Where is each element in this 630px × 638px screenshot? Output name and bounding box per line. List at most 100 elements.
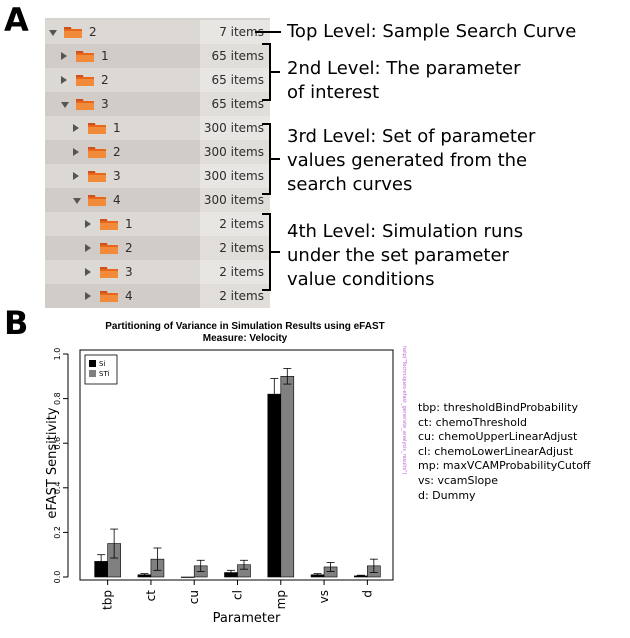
- tree-row-count: 2 items: [200, 284, 270, 308]
- x-tick-label-ct: ct: [144, 590, 158, 602]
- y-tick-label: 1.0: [53, 348, 62, 361]
- parameter-abbreviations: tbp: thresholdBindProbability ct: chemoT…: [418, 401, 591, 503]
- tree-row-label: 3: [113, 169, 121, 183]
- legend-label-si: Si: [99, 360, 105, 368]
- expander-right-icon[interactable]: [85, 268, 91, 276]
- expander-down-icon[interactable]: [61, 102, 69, 108]
- expander-right-icon[interactable]: [85, 292, 91, 300]
- bar-si-mp: [267, 393, 282, 578]
- tree-row-label: 2: [113, 145, 121, 159]
- folder-icon: [76, 99, 94, 110]
- plot-frame: [79, 349, 394, 581]
- tree-row-count: 300 items: [200, 164, 270, 188]
- legend-swatch-sti: [89, 370, 96, 377]
- abbrev-cl: cl: chemoLowerLinearAdjust: [418, 444, 574, 458]
- tree-row-count: 2 items: [200, 212, 270, 236]
- tree-row-label: 1: [113, 121, 121, 135]
- folder-icon: [64, 27, 82, 38]
- second-level-bracket: [262, 43, 280, 101]
- tree-row-count: 65 items: [200, 68, 270, 92]
- level-brackets: [255, 31, 281, 291]
- x-tick-label-tbp: tbp: [101, 590, 115, 610]
- x-tick-label-vs: vs: [317, 590, 331, 603]
- panel-label-a: A: [4, 1, 29, 39]
- y-tick-label: 0.2: [53, 526, 62, 539]
- folder-icon: [100, 291, 118, 302]
- folder-icon: [100, 267, 118, 278]
- tree-row-count: 2 items: [200, 260, 270, 284]
- expander-right-icon[interactable]: [85, 220, 91, 228]
- tree-row[interactable]: 3 65 items: [45, 92, 270, 116]
- abbrev-cu: cu: chemoUpperLinearAdjust: [418, 430, 578, 444]
- y-tick-label: 0.4: [53, 481, 62, 494]
- tree-row-count: 65 items: [200, 92, 270, 116]
- tree-row[interactable]: 3 300 items: [45, 164, 270, 188]
- expander-down-icon[interactable]: [73, 198, 81, 204]
- x-tick-label-cl: cl: [231, 590, 245, 600]
- expander-right-icon[interactable]: [61, 52, 67, 60]
- y-axis-label: eFAST Sensitivity: [45, 407, 60, 518]
- expander-right-icon[interactable]: [73, 148, 79, 156]
- third-level-bracket: [262, 123, 280, 195]
- top-level-label: Top Level: Sample Search Curve: [287, 21, 577, 42]
- tree-row-count: 300 items: [200, 116, 270, 140]
- folder-icon: [100, 243, 118, 254]
- tree-row-label: 4: [113, 193, 121, 207]
- x-tick-label-cu: cu: [187, 590, 201, 604]
- folder-icon: [88, 195, 106, 206]
- tree-row-count: 300 items: [200, 140, 270, 164]
- expander-right-icon[interactable]: [73, 124, 79, 132]
- legend-box: [84, 354, 118, 385]
- abbrev-mp: mp: maxVCAMProbabilityCutoff: [418, 459, 591, 473]
- fourth-level-label: 4th Level: Simulation runs under the set…: [287, 221, 524, 290]
- folder-icon: [88, 147, 106, 158]
- second-level-label: 2nd Level: The parameter of interest: [287, 58, 521, 103]
- tree-row-label: 1: [125, 217, 133, 231]
- tree-row[interactable]: 2 2 items: [45, 236, 270, 260]
- tree-row-label: 3: [101, 97, 109, 111]
- x-tick-label-d: d: [360, 590, 374, 598]
- tree-row-label: 3: [125, 265, 133, 279]
- panel-label-b: B: [4, 304, 29, 342]
- folder-icon: [76, 75, 94, 86]
- folder-icon: [88, 123, 106, 134]
- tree-row[interactable]: 3 2 items: [45, 260, 270, 284]
- tree-row[interactable]: 2 300 items: [45, 140, 270, 164]
- legend-label-sti: STi: [99, 370, 110, 378]
- y-tick-label: 0.0: [53, 571, 62, 584]
- tree-row[interactable]: 4 300 items: [45, 188, 270, 212]
- tree-row[interactable]: 4 2 items: [45, 284, 270, 308]
- tree-row-label: 1: [101, 49, 109, 63]
- abbrev-vs: vs: vcamSlope: [418, 473, 498, 487]
- folder-icon: [76, 51, 94, 62]
- expander-down-icon[interactable]: [49, 30, 57, 36]
- bar-sti-mp: [280, 375, 295, 578]
- tree-row[interactable]: 1 2 items: [45, 212, 270, 236]
- vertical-help-note: help("Techniques-efast_generate_analysis…: [401, 346, 407, 475]
- tree-row-count: 300 items: [200, 188, 270, 212]
- x-axis-label: Parameter: [213, 611, 281, 626]
- fourth-level-bracket: [262, 213, 280, 291]
- bar-si-cu: [180, 576, 195, 578]
- tree-row-count: 2 items: [200, 236, 270, 260]
- tree-row-count: 65 items: [200, 44, 270, 68]
- folder-icon: [100, 219, 118, 230]
- abbrev-d: d: Dummy: [418, 488, 476, 502]
- y-tick-label: 0.6: [53, 437, 62, 450]
- tree-row[interactable]: 1 300 items: [45, 116, 270, 140]
- chart-subtitle: Measure: Velocity: [202, 333, 288, 344]
- y-tick-label: 0.8: [53, 392, 62, 405]
- abbrev-tbp: tbp: thresholdBindProbability: [418, 401, 578, 414]
- tree-row-label: 2: [125, 241, 133, 255]
- third-level-label: 3rd Level: Set of parameter values gener…: [287, 126, 536, 195]
- legend-swatch-si: [89, 360, 96, 367]
- tree-row[interactable]: 1 65 items: [45, 44, 270, 68]
- expander-right-icon[interactable]: [61, 76, 67, 84]
- tree-row-label: 4: [125, 289, 133, 303]
- tree-row[interactable]: 2 65 items: [45, 68, 270, 92]
- expander-right-icon[interactable]: [73, 172, 79, 180]
- expander-right-icon[interactable]: [85, 244, 91, 252]
- tree-row-label: 2: [101, 73, 109, 87]
